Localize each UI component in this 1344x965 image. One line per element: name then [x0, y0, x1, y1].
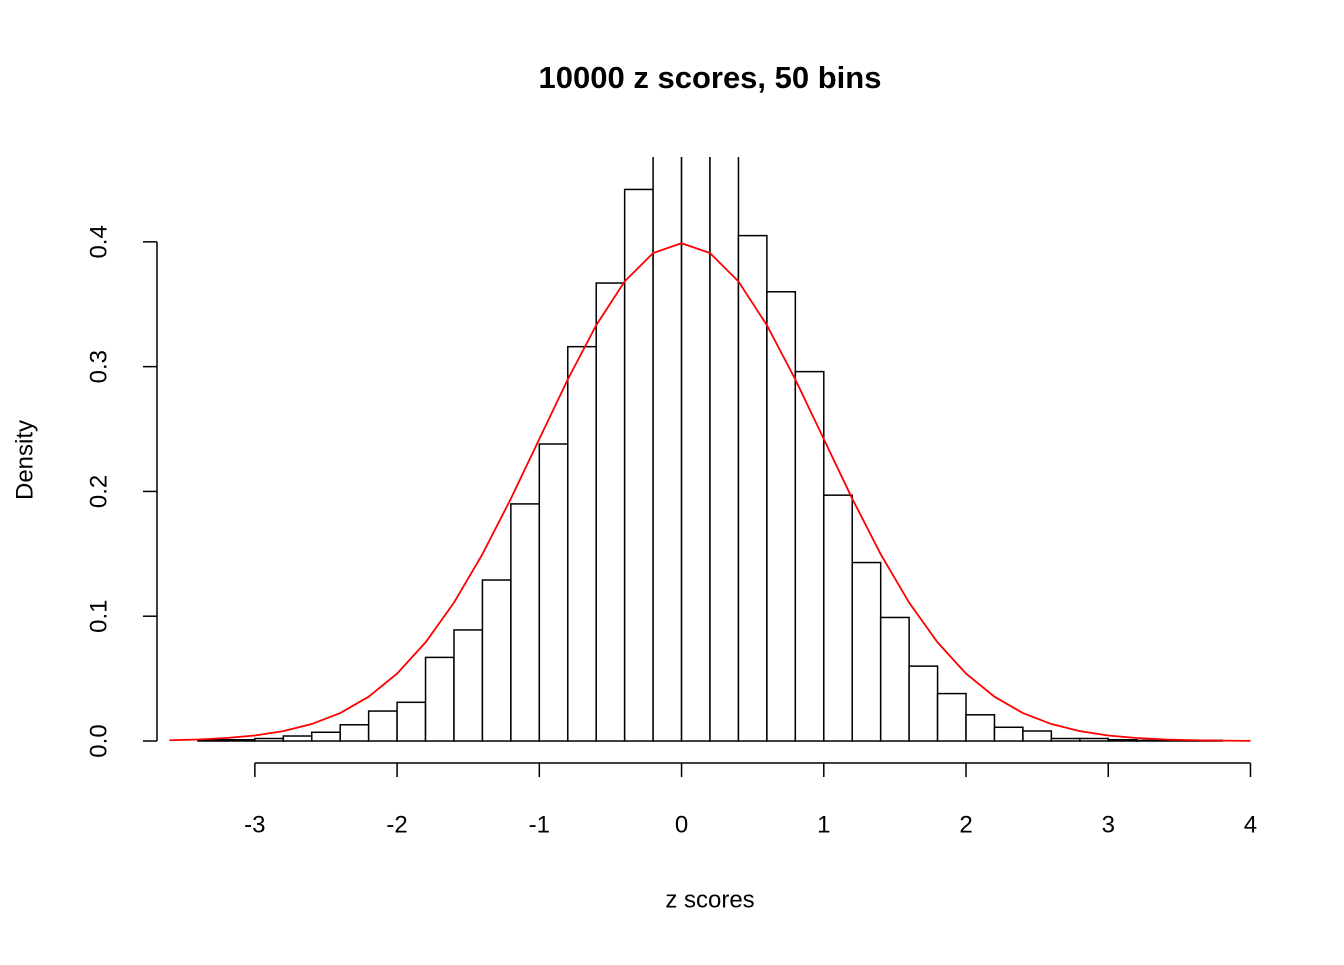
x-tick-label: 1	[817, 811, 830, 838]
bar	[1022, 730, 1053, 742]
bar	[396, 701, 427, 742]
bar	[936, 692, 967, 742]
x-tick-label: 0	[675, 811, 688, 838]
bar	[481, 579, 512, 742]
y-tick-label: 0.0	[85, 724, 112, 757]
y-tick-label: 0.4	[85, 225, 112, 258]
bars	[169, 157, 1251, 742]
x-tick-label: 4	[1244, 811, 1257, 838]
chart-title: 10000 z scores, 50 bins	[539, 60, 882, 95]
bar	[424, 656, 455, 742]
bar	[510, 503, 541, 742]
x-tick-label: 3	[1102, 811, 1115, 838]
density-curve	[169, 242, 1251, 742]
bar	[1079, 737, 1110, 742]
bar	[709, 157, 740, 742]
bar	[254, 737, 285, 742]
bar	[1050, 737, 1081, 742]
bar	[595, 282, 626, 742]
bar	[310, 731, 341, 742]
bar	[680, 157, 711, 742]
x-tick-label: -2	[386, 811, 407, 838]
bar	[823, 494, 853, 742]
bar	[908, 665, 939, 742]
bar	[282, 735, 313, 742]
bar	[737, 234, 768, 742]
bar	[538, 443, 569, 742]
bar	[794, 370, 825, 742]
bar	[652, 157, 683, 742]
bar	[623, 188, 654, 742]
bar	[965, 714, 996, 742]
bar	[453, 629, 484, 742]
bar	[879, 616, 910, 742]
bar	[339, 724, 370, 742]
bar	[1107, 739, 1138, 742]
y-tick-label: 0.3	[85, 350, 112, 383]
bar	[851, 561, 882, 742]
bar	[993, 726, 1024, 742]
bar	[225, 739, 256, 742]
bar	[367, 710, 398, 742]
bar	[1135, 739, 1166, 742]
y-tick-label: 0.1	[85, 600, 112, 633]
y-tick-label: 0.2	[85, 475, 112, 508]
bar	[567, 345, 597, 742]
x-tick-label: 2	[959, 811, 972, 838]
x-tick-label: -3	[244, 811, 265, 838]
x-axis-label: z scores	[665, 886, 754, 913]
y-axis-label: Density	[11, 420, 38, 500]
bar	[766, 291, 797, 742]
x-tick-label: -1	[529, 811, 550, 838]
